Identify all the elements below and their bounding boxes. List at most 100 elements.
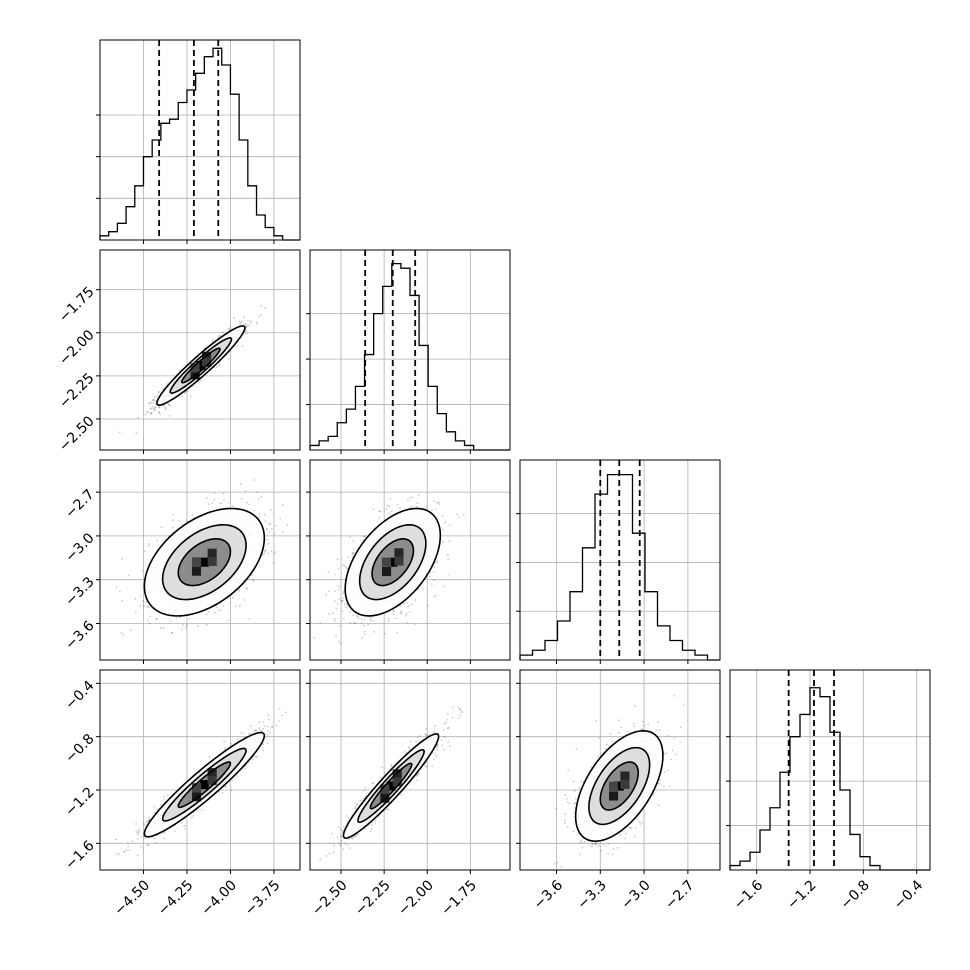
scatter-point xyxy=(272,562,275,565)
scatter-point xyxy=(260,313,263,316)
scatter-point xyxy=(399,612,402,615)
scatter-point xyxy=(213,492,216,494)
scatter-point xyxy=(407,605,410,607)
scatter-point xyxy=(227,501,230,504)
scatter-point xyxy=(238,323,241,326)
scatter-point xyxy=(396,503,399,506)
hist-step-2 xyxy=(519,473,720,661)
scatter-point xyxy=(274,551,277,553)
scatter-point xyxy=(200,808,203,811)
scatter-point xyxy=(337,603,339,605)
scatter-point xyxy=(261,554,264,557)
scatter-point xyxy=(352,614,355,617)
contour-line-0 xyxy=(177,538,232,587)
scatter-point xyxy=(441,514,444,517)
scatter-point xyxy=(372,508,375,511)
scatter-point xyxy=(379,510,382,513)
scatter-point xyxy=(347,556,350,559)
scatter-point xyxy=(327,612,330,615)
scatter-point xyxy=(392,613,395,615)
scatter-point xyxy=(256,490,258,493)
scatter-point xyxy=(239,322,242,324)
scatter-point xyxy=(267,552,269,555)
scatter-point xyxy=(245,332,248,335)
scatter-point xyxy=(127,574,130,577)
scatter-point xyxy=(158,411,160,414)
scatter-point xyxy=(168,404,171,407)
scatter-point xyxy=(406,499,409,502)
scatter-point xyxy=(248,617,251,620)
scatter-point xyxy=(222,492,225,495)
scatter-point xyxy=(238,320,241,323)
panel-frame xyxy=(99,249,301,451)
scatter-point xyxy=(240,731,242,734)
scatter-point xyxy=(435,594,437,597)
hist-panel-0 xyxy=(96,39,301,244)
scatter-point xyxy=(335,607,338,610)
scatter-point xyxy=(150,407,153,410)
scatter-point xyxy=(245,586,248,589)
scatter-point xyxy=(237,590,240,593)
hist-panel-2 xyxy=(516,459,721,664)
scatter-point xyxy=(337,589,340,591)
pair-panel-0-1 xyxy=(96,249,301,454)
scatter-point xyxy=(325,593,327,596)
scatter-point xyxy=(154,403,157,405)
scatter-point xyxy=(266,528,269,531)
scatter-point xyxy=(333,618,336,621)
scatter-point xyxy=(340,599,343,602)
scatter-point xyxy=(437,501,440,504)
scatter-point xyxy=(356,615,359,618)
scatter-point xyxy=(171,632,174,634)
scatter-point xyxy=(148,542,151,545)
scatter-point xyxy=(346,567,349,570)
scatter-point xyxy=(343,603,346,605)
scatter-point xyxy=(264,520,267,523)
scatter-point xyxy=(186,520,188,523)
scatter-point xyxy=(244,324,247,327)
scatter-point xyxy=(191,815,194,817)
scatter-point xyxy=(416,505,419,508)
scatter-point xyxy=(172,519,174,522)
scatter-point xyxy=(400,609,403,612)
scatter-point xyxy=(134,597,137,600)
scatter-point xyxy=(447,558,450,561)
scatter-point xyxy=(369,617,372,619)
scatter-point xyxy=(357,617,360,620)
scatter-point xyxy=(218,363,221,366)
scatter-point xyxy=(118,590,121,593)
scatter-point xyxy=(409,506,412,509)
scatter-point xyxy=(387,620,390,623)
density-cell xyxy=(196,360,206,371)
scatter-point xyxy=(231,505,234,508)
scatter-point xyxy=(342,592,345,595)
panel-frame xyxy=(99,39,301,241)
scatter-point xyxy=(131,840,134,843)
scatter-point xyxy=(458,516,460,519)
scatter-point xyxy=(406,621,409,624)
scatter-point xyxy=(250,574,253,576)
scatter-point xyxy=(392,609,395,612)
scatter-point xyxy=(228,328,231,331)
scatter-point xyxy=(340,642,342,645)
scatter-point xyxy=(152,398,155,401)
scatter-point xyxy=(388,505,391,508)
scatter-point xyxy=(344,564,347,567)
density-cell xyxy=(382,557,392,567)
scatter-point xyxy=(263,725,266,728)
scatter-point xyxy=(147,411,149,413)
contour-line-2 xyxy=(156,325,246,406)
scatter-point xyxy=(248,503,251,506)
scatter-point xyxy=(258,727,261,729)
scatter-point xyxy=(263,513,266,516)
hist-step-1 xyxy=(309,262,510,451)
scatter-point xyxy=(268,522,270,525)
scatter-point xyxy=(216,606,218,609)
panel-frame xyxy=(519,459,721,661)
scatter-point xyxy=(156,539,159,542)
scatter-point xyxy=(448,573,451,576)
scatter-point xyxy=(334,600,336,602)
scatter-point xyxy=(430,583,433,586)
scatter-point xyxy=(121,558,123,560)
scatter-point xyxy=(252,580,255,582)
